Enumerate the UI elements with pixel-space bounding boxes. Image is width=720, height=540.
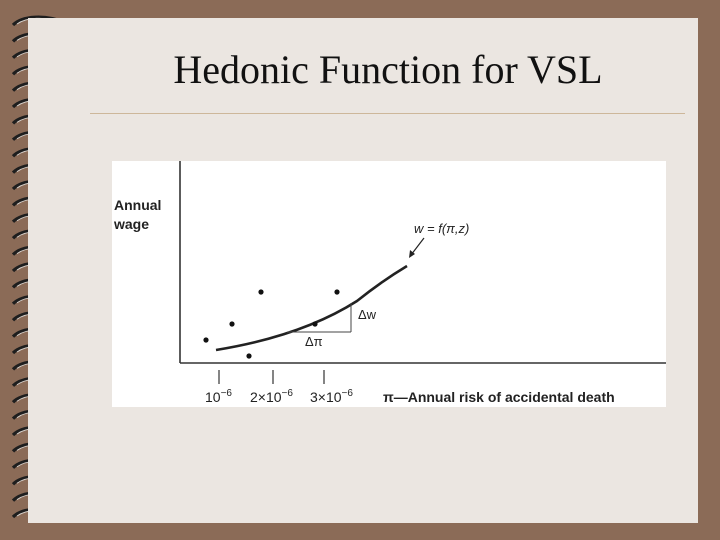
data-point [334, 289, 340, 295]
y-axis-label-line1: Annual [114, 197, 161, 213]
slide-title: Hedonic Function for VSL [173, 47, 603, 92]
data-point [229, 321, 235, 327]
data-point [312, 321, 318, 327]
y-axis-label-line2: wage [113, 216, 149, 232]
curve-label-arrow [410, 237, 425, 256]
title-divider [90, 113, 685, 114]
delta-pi-label: Δπ [305, 334, 323, 349]
x-axis-label: π—Annual risk of accidental death [383, 389, 615, 405]
hedonic-diagram: Annual wage w = f(π,z) Δw Δπ 10−6 2×10−6 [112, 161, 666, 407]
x-tick-label-1: 10−6 [205, 388, 232, 405]
data-point [258, 289, 264, 295]
x-tick-label-3: 3×10−6 [310, 388, 353, 405]
hedonic-curve [215, 264, 408, 352]
delta-w-label: Δw [358, 307, 377, 322]
curve-label-arrowhead [409, 250, 415, 258]
x-tick-label-2: 2×10−6 [250, 388, 293, 405]
curve-label: w = f(π,z) [414, 221, 469, 236]
data-point [203, 337, 209, 343]
data-point [246, 353, 252, 359]
